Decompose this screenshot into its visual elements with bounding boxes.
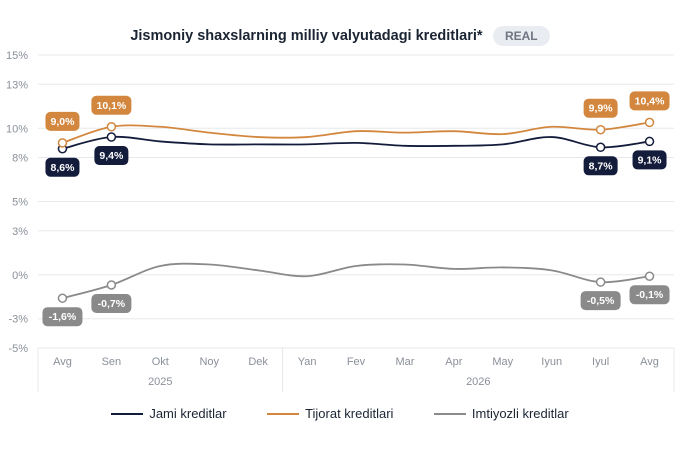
data-label: 9,4% [94, 146, 129, 166]
data-label-text: 9,9% [589, 103, 614, 115]
data-label-text: 10,1% [96, 100, 126, 112]
data-label: 9,0% [45, 111, 80, 131]
x-tick-label: Noy [199, 356, 219, 368]
data-point-marker [106, 122, 117, 132]
legend-label-tijorat: Tijorat kreditlari [305, 406, 394, 422]
y-tick-label: 3% [12, 226, 28, 238]
x-tick-label: May [492, 356, 513, 368]
data-label-bg [45, 157, 80, 177]
data-label-text: -1,6% [49, 311, 77, 323]
x-tick-label: Sen [102, 356, 122, 368]
data-label-text: 9,4% [99, 150, 124, 162]
x-tick-label: Fev [347, 356, 366, 368]
y-tick-label: 8% [12, 153, 28, 165]
legend-swatch-jami [111, 412, 144, 415]
x-tick-label: Avg [640, 356, 659, 368]
title-row: Jismoniy shaxslarning milliy valyutadagi… [0, 26, 680, 46]
series-line-0 [62, 135, 650, 150]
data-label: 8,7% [583, 156, 618, 176]
legend-swatch-imtiyozli [433, 412, 466, 415]
data-label-text: 9,0% [50, 116, 75, 128]
y-tick-label: 15% [6, 50, 28, 62]
data-point-marker [644, 271, 655, 281]
data-label-text: 8,6% [50, 162, 75, 174]
data-label-text: 8,7% [589, 160, 614, 172]
y-tick-label: 10% [6, 123, 28, 135]
data-label-text: 10,4% [635, 95, 665, 107]
legend-swatch-tijorat [267, 412, 300, 415]
data-label-bg [91, 294, 132, 314]
x-tick-label: Dek [248, 356, 268, 368]
data-label-bg [580, 291, 621, 311]
x-tick-label: Iyul [592, 356, 609, 368]
x-tick-label: Iyun [541, 356, 562, 368]
series-line-2 [62, 262, 650, 300]
x-tick-label: Yan [298, 356, 317, 368]
data-point-marker [595, 124, 606, 135]
data-label-bg [629, 285, 670, 305]
data-label-text: -0,5% [587, 295, 615, 307]
legend-label-imtiyozli: Imtiyozli kreditlar [471, 406, 569, 422]
y-tick-label: 0% [12, 270, 28, 282]
data-label: -0,1% [629, 285, 670, 305]
data-label-text: 9,1% [638, 154, 663, 166]
series-line-1 [62, 121, 650, 144]
data-label: -0,7% [91, 294, 132, 314]
real-badge: REAL [492, 26, 550, 46]
data-label-bg [94, 146, 129, 166]
data-label-bg [42, 307, 83, 327]
year-label: 2025 [148, 376, 172, 388]
legend: Jami kreditlar Tijorat kreditlari Imtiyo… [0, 404, 680, 422]
data-label-bg [632, 150, 667, 170]
data-label: 9,1% [632, 150, 667, 170]
x-tick-label: Mar [395, 356, 414, 368]
data-point-marker [595, 142, 606, 153]
legend-item-tijorat[interactable]: Tijorat kreditlari [267, 405, 393, 421]
data-point-marker [106, 132, 117, 142]
y-tick-label: -3% [8, 314, 28, 326]
data-label-bg [629, 91, 670, 111]
data-point-marker [644, 117, 655, 128]
year-label: 2026 [466, 376, 490, 388]
data-label-text: -0,1% [636, 289, 664, 301]
data-label-bg [583, 156, 618, 176]
legend-item-imtiyozli[interactable]: Imtiyozli kreditlar [433, 405, 569, 422]
data-label-bg [45, 111, 80, 131]
y-tick-label: 13% [6, 79, 28, 91]
y-tick-label: 5% [12, 197, 28, 209]
data-label: 8,6% [45, 157, 80, 177]
data-point-marker [57, 293, 68, 303]
x-tick-label: Okt [152, 356, 169, 368]
data-label-bg [583, 98, 618, 118]
data-label-text: -0,7% [98, 298, 126, 310]
y-tick-label: -5% [8, 343, 28, 355]
data-point-marker [644, 136, 655, 147]
data-point-marker [57, 138, 68, 148]
data-point-marker [595, 277, 606, 287]
data-label: 9,9% [583, 98, 618, 118]
chart-title: Jismoniy shaxslarning milliy valyutadagi… [130, 28, 483, 44]
data-label: -1,6% [42, 307, 83, 327]
legend-item-jami[interactable]: Jami kreditlar [111, 405, 227, 422]
x-tick-label: Avg [53, 356, 72, 368]
data-point-marker [106, 280, 117, 290]
legend-label-jami: Jami kreditlar [149, 406, 227, 422]
data-label: 10,1% [91, 95, 132, 115]
data-label-bg [91, 95, 132, 115]
data-label: 10,4% [629, 91, 670, 111]
data-label: -0,5% [580, 291, 621, 311]
x-tick-label: Apr [445, 356, 462, 368]
